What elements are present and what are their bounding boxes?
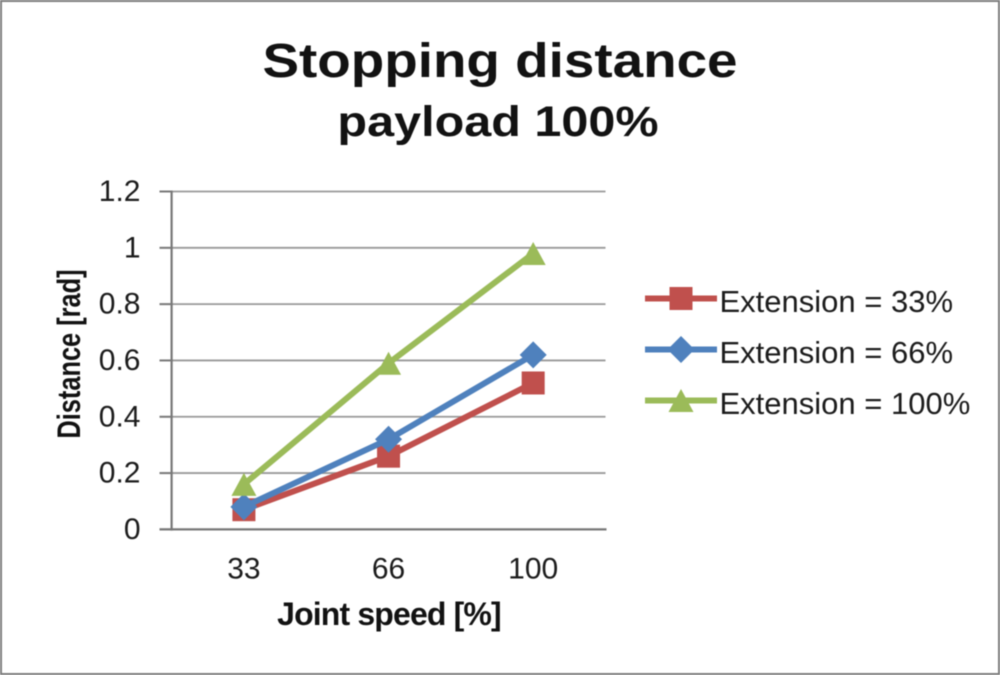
x-tick-label: 100 [508,552,558,585]
x-tick-label: 33 [227,552,260,585]
legend-label-1: Extension = 33% [719,284,954,319]
legend-swatch-1 [645,286,717,310]
series-marker-3 [520,241,546,265]
x-axis-title: Joint speed [%] [277,596,502,633]
legend-item-2: Extension = 66% [645,327,970,378]
legend-label-3: Extension = 100% [719,386,971,421]
series-marker-2 [230,493,258,521]
legend-swatch-2 [645,335,717,363]
y-tick-label: 1 [124,231,141,264]
series-marker-3 [376,351,402,375]
y-tick-label: 1.2 [99,175,141,208]
y-tick-label: 0.6 [99,344,141,377]
chart-subtitle: payload 100% [337,97,659,146]
y-tick-label: 0.2 [99,457,141,490]
legend-item-3: Extension = 100% [645,378,970,429]
legend-marker-triangle [668,388,694,412]
y-tick-label: 0.4 [99,400,141,433]
legend-marker-square [669,286,693,310]
series-marker-2 [519,341,547,369]
series-marker-1 [521,371,545,395]
chart-title: Stopping distance [262,34,738,88]
legend-marker-diamond [667,335,695,363]
legend-label-2: Extension = 66% [719,335,954,370]
y-tick-label: 0 [124,513,141,546]
series-marker-2 [375,425,403,453]
legend: Extension = 33% Extension = 66% Extension … [645,276,970,429]
y-tick-label: 0.8 [99,288,141,321]
x-tick-label: 66 [372,552,405,585]
legend-swatch-3 [645,388,717,412]
series-marker-1 [377,444,401,468]
legend-item-1: Extension = 33% [645,276,970,327]
series-marker-3 [231,472,257,496]
